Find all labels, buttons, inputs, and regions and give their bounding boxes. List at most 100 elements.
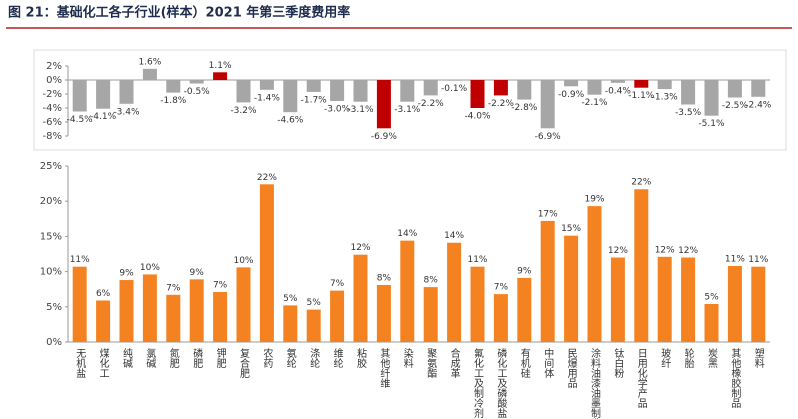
- value-label: -0.4%: [605, 86, 632, 96]
- bar: [634, 189, 649, 342]
- value-label: -4.1%: [90, 112, 117, 122]
- bar: [283, 305, 298, 342]
- bar: [727, 265, 742, 342]
- value-label: -1.7%: [301, 95, 328, 105]
- y-tick-label: 0%: [46, 337, 62, 348]
- bar: [189, 279, 204, 342]
- bar: [447, 242, 462, 342]
- value-label: 17%: [538, 209, 558, 219]
- value-label: -4.5%: [67, 115, 94, 125]
- bar: [119, 80, 134, 104]
- bar: [447, 80, 462, 81]
- bar: [330, 80, 345, 101]
- value-label: 11%: [748, 255, 768, 265]
- value-label: -2.1%: [581, 98, 608, 108]
- value-label: 11%: [725, 254, 745, 264]
- value-label: 22%: [257, 173, 277, 183]
- bar: [423, 287, 438, 342]
- bar: [517, 80, 532, 100]
- bar: [306, 80, 321, 92]
- bar: [213, 292, 228, 342]
- value-label: -2.4%: [745, 100, 772, 110]
- value-label: -3.5%: [675, 108, 702, 118]
- x-tick-label: 纯碱: [121, 347, 133, 369]
- x-tick-label: 煤化工: [97, 347, 109, 378]
- value-label: 1.6%: [138, 57, 161, 67]
- x-tick-label: 氮肥: [167, 347, 179, 369]
- value-label: -3.0%: [324, 105, 351, 115]
- value-label: -6.9%: [535, 132, 562, 142]
- value-label: -2.2%: [488, 99, 515, 109]
- x-tick-label: 农药: [261, 347, 273, 369]
- value-label: -2.2%: [418, 99, 445, 109]
- bar: [96, 80, 111, 109]
- value-label: 5%: [283, 294, 298, 304]
- bar: [610, 80, 625, 83]
- value-label: -1.4%: [254, 93, 281, 103]
- bar: [353, 80, 368, 102]
- value-label: 8%: [377, 273, 392, 283]
- value-label: 7%: [166, 283, 181, 293]
- bar: [376, 284, 391, 342]
- value-label: -2.5%: [722, 101, 749, 111]
- bar: [72, 80, 87, 112]
- value-label: 9%: [190, 268, 205, 278]
- value-label: 9%: [517, 266, 532, 276]
- x-tick-label: 氟化工及制冷剂: [472, 347, 484, 419]
- x-tick-label: 涤纶: [308, 347, 320, 368]
- x-tick-label: 聚氨酯: [425, 348, 437, 378]
- y-tick-label: 5%: [46, 302, 62, 313]
- value-label: 5%: [704, 292, 719, 302]
- value-label: 1.1%: [209, 61, 232, 71]
- bar: [166, 294, 181, 342]
- value-label: 8%: [424, 276, 439, 286]
- x-tick-label: 塑料: [752, 348, 764, 369]
- bar: [540, 220, 555, 342]
- x-tick-label: 民爆用品: [565, 348, 577, 389]
- bar: [400, 240, 415, 342]
- top-frame: [33, 49, 787, 151]
- bar: [564, 80, 579, 87]
- x-tick-label: 氯碱: [144, 347, 156, 369]
- value-label: 14%: [397, 229, 417, 239]
- bar: [189, 80, 204, 84]
- value-label: 12%: [655, 245, 675, 255]
- y-tick-label: -4%: [43, 103, 62, 114]
- bar: [259, 184, 274, 342]
- bar: [423, 80, 438, 96]
- value-label: -3.4%: [113, 107, 140, 117]
- y-tick-label: 10%: [40, 267, 62, 278]
- value-label: 9%: [119, 269, 134, 279]
- value-label: -0.1%: [441, 84, 468, 94]
- x-tick-label: 氨纶: [284, 347, 296, 368]
- value-label: 12%: [678, 246, 698, 256]
- bar: [283, 80, 298, 113]
- value-label: -0.5%: [184, 87, 211, 97]
- value-label: -2.8%: [511, 103, 538, 113]
- x-tick-label: 维纶: [331, 347, 343, 368]
- value-label: 14%: [444, 231, 464, 241]
- y-tick-label: -2%: [43, 89, 62, 100]
- x-tick-label: 磷化工及磷酸盐: [495, 347, 507, 418]
- value-label: 10%: [233, 256, 253, 266]
- x-tick-label: 有机硅: [518, 347, 530, 378]
- bar: [166, 80, 181, 93]
- x-tick-label: 轮胎: [682, 347, 694, 369]
- y-tick-label: -6%: [43, 117, 62, 128]
- bar: [751, 80, 766, 97]
- bar: [142, 68, 157, 80]
- bar: [681, 257, 696, 342]
- value-label: -3.1%: [347, 105, 374, 115]
- value-label: 19%: [584, 195, 604, 205]
- bar: [376, 80, 391, 129]
- bar: [470, 266, 485, 342]
- page-title: 图 21：基础化工各子行业(样本）2021 年第三季度费用率: [8, 5, 350, 21]
- x-tick-label: 玻纤: [659, 347, 671, 369]
- value-label: 15%: [561, 224, 581, 234]
- value-label: 12%: [350, 243, 370, 253]
- value-label: 7%: [213, 281, 228, 291]
- x-tick-label: 合成革: [448, 347, 460, 378]
- value-label: 12%: [608, 246, 628, 256]
- bar: [657, 256, 672, 342]
- value-label: 7%: [494, 283, 509, 293]
